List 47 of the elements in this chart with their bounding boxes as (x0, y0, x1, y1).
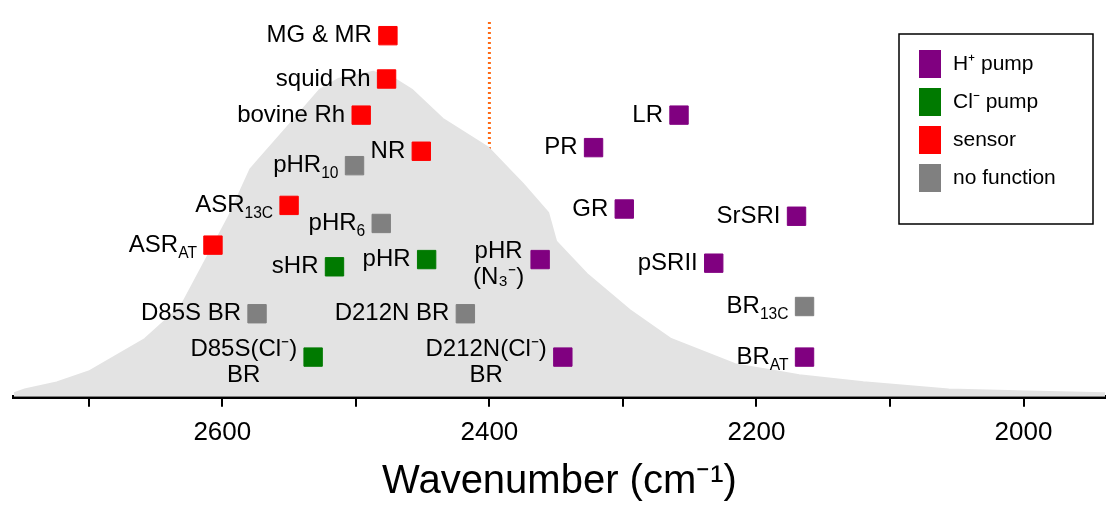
x-axis-title: Wavenumber (cm⁻¹) (382, 457, 737, 502)
annotation: D212N BR (334, 298, 450, 326)
annotation: NR (370, 135, 406, 163)
x-tick-label: 2200 (727, 415, 786, 446)
point (376, 69, 397, 89)
legend-label: Cl⁻ pump (953, 88, 1039, 112)
point (279, 195, 299, 216)
point (324, 257, 345, 277)
point (794, 347, 815, 367)
point (614, 199, 634, 219)
point (530, 249, 550, 270)
point (247, 304, 267, 324)
x-tick-label: 2000 (994, 415, 1053, 446)
legend-label: H⁺ pump (953, 50, 1034, 74)
annotation: MG & MR (266, 20, 372, 48)
x-tick-label: 2400 (460, 415, 519, 446)
point (704, 253, 724, 273)
x-tick-label: 2600 (193, 415, 252, 446)
annotation: D85S BR (140, 298, 242, 326)
point (351, 105, 371, 125)
point (416, 249, 437, 270)
legend-label: sensor (953, 126, 1017, 150)
point (794, 296, 815, 317)
annotation: squid Rh (275, 63, 371, 91)
point (553, 347, 573, 367)
point (378, 25, 398, 46)
annotation: pHR (362, 244, 411, 272)
annotation: SrSRI (716, 200, 781, 228)
point (786, 206, 807, 226)
annotation: sHR (271, 251, 319, 279)
legend-label: no function (953, 164, 1056, 188)
point (669, 105, 689, 125)
point (344, 155, 365, 176)
annotation: pSRII (637, 247, 698, 275)
point (583, 137, 604, 158)
annotation: bovine Rh (237, 99, 346, 127)
annotation: GR (572, 193, 609, 221)
point (411, 141, 431, 161)
annotation: LR (632, 99, 664, 127)
annotation: D85S(Cl⁻) BR (190, 333, 298, 387)
annotation: PR (544, 132, 578, 160)
point (203, 235, 223, 255)
annotation: D212N(Cl⁻) BR (425, 333, 547, 387)
point (455, 304, 476, 324)
point (303, 347, 323, 367)
point (371, 213, 391, 234)
annotation: pHR (N₃⁻) (473, 236, 525, 290)
